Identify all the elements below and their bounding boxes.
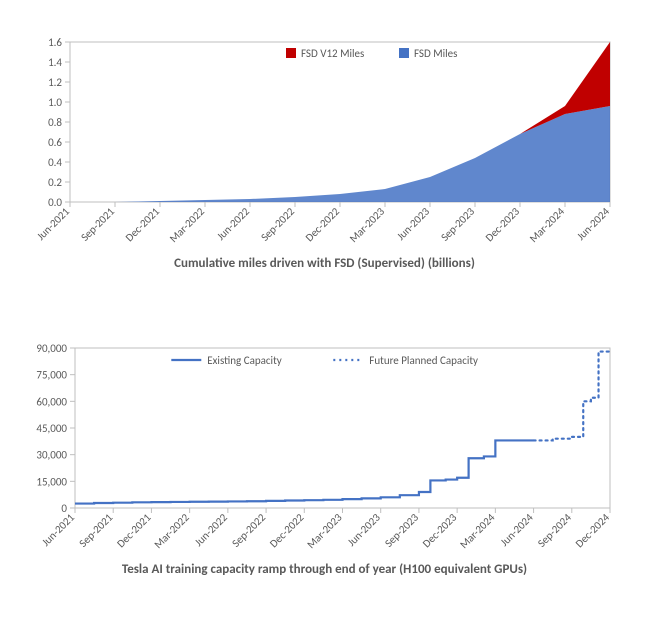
svg-text:Jun-2021: Jun-2021 <box>34 205 72 243</box>
svg-text:0.6: 0.6 <box>48 136 62 149</box>
svg-text:Dec-2022: Dec-2022 <box>267 511 307 551</box>
svg-text:30,000: 30,000 <box>36 449 67 462</box>
top-chart-block: 0.00.20.40.60.81.01.21.41.6Jun-2021Sep-2… <box>0 12 649 302</box>
svg-text:1.4: 1.4 <box>48 56 62 69</box>
svg-text:Jun-2021: Jun-2021 <box>39 511 77 549</box>
svg-text:Jun-2024: Jun-2024 <box>498 511 536 549</box>
svg-text:Sep-2023: Sep-2023 <box>438 205 477 244</box>
svg-text:Sep-2021: Sep-2021 <box>78 205 117 244</box>
svg-text:Mar-2022: Mar-2022 <box>167 205 208 246</box>
svg-text:1.2: 1.2 <box>48 76 62 89</box>
svg-text:Sep-2022: Sep-2022 <box>258 205 297 244</box>
bottom-chart-legend: Existing Capacity Future Planned Capacity <box>171 354 478 367</box>
svg-text:FSD Miles: FSD Miles <box>414 47 457 60</box>
svg-text:Sep-2023: Sep-2023 <box>382 511 421 550</box>
svg-text:Dec-2021: Dec-2021 <box>123 205 163 245</box>
bottom-chart-svg: 015,00030,00045,00060,00075,00090,000Jun… <box>0 318 649 564</box>
svg-text:Sep-2021: Sep-2021 <box>76 511 115 550</box>
svg-text:Mar-2022: Mar-2022 <box>152 511 193 552</box>
svg-text:Existing Capacity: Existing Capacity <box>207 354 281 367</box>
svg-text:Dec-2023: Dec-2023 <box>483 205 523 245</box>
svg-text:Jun-2023: Jun-2023 <box>394 205 432 243</box>
svg-text:Mar-2023: Mar-2023 <box>347 205 388 246</box>
top-chart-title: Cumulative miles driven with FSD (Superv… <box>0 256 649 271</box>
svg-text:FSD V12 Miles: FSD V12 Miles <box>301 47 364 60</box>
svg-text:45,000: 45,000 <box>36 422 67 435</box>
svg-text:Mar-2023: Mar-2023 <box>304 511 345 552</box>
svg-text:Sep-2022: Sep-2022 <box>229 511 268 550</box>
svg-text:Dec-2023: Dec-2023 <box>420 511 460 551</box>
bottom-chart-title: Tesla AI training capacity ramp through … <box>0 562 649 577</box>
svg-text:Mar-2024: Mar-2024 <box>457 511 498 552</box>
svg-text:Jun-2024: Jun-2024 <box>574 205 612 243</box>
svg-text:Jun-2022: Jun-2022 <box>214 205 252 243</box>
svg-text:Dec-2024: Dec-2024 <box>573 511 613 551</box>
svg-text:75,000: 75,000 <box>36 369 67 382</box>
page-root: 0.00.20.40.60.81.01.21.41.6Jun-2021Sep-2… <box>0 0 649 624</box>
line-existing-capacity <box>75 440 534 503</box>
svg-text:1.6: 1.6 <box>48 36 62 49</box>
svg-text:15,000: 15,000 <box>36 475 67 488</box>
svg-text:0.8: 0.8 <box>48 116 62 129</box>
svg-text:60,000: 60,000 <box>36 395 67 408</box>
svg-text:1.0: 1.0 <box>48 96 62 109</box>
svg-text:Dec-2022: Dec-2022 <box>303 205 343 245</box>
top-chart-svg: 0.00.20.40.60.81.01.21.41.6Jun-2021Sep-2… <box>0 12 649 258</box>
svg-text:Jun-2023: Jun-2023 <box>345 511 383 549</box>
svg-text:90,000: 90,000 <box>36 342 67 355</box>
svg-text:0.2: 0.2 <box>48 176 62 189</box>
area-fsd-miles <box>70 106 610 202</box>
svg-text:Future Planned Capacity: Future Planned Capacity <box>369 354 478 367</box>
bottom-chart-block: 015,00030,00045,00060,00075,00090,000Jun… <box>0 318 649 608</box>
svg-text:0.4: 0.4 <box>48 156 62 169</box>
line-future-capacity <box>534 352 610 441</box>
svg-text:Dec-2021: Dec-2021 <box>114 511 154 551</box>
top-chart-legend: FSD V12 Miles FSD Miles <box>286 47 457 60</box>
svg-text:Jun-2022: Jun-2022 <box>192 511 230 549</box>
svg-text:Sep-2024: Sep-2024 <box>535 511 574 550</box>
svg-text:Mar-2024: Mar-2024 <box>527 205 568 246</box>
